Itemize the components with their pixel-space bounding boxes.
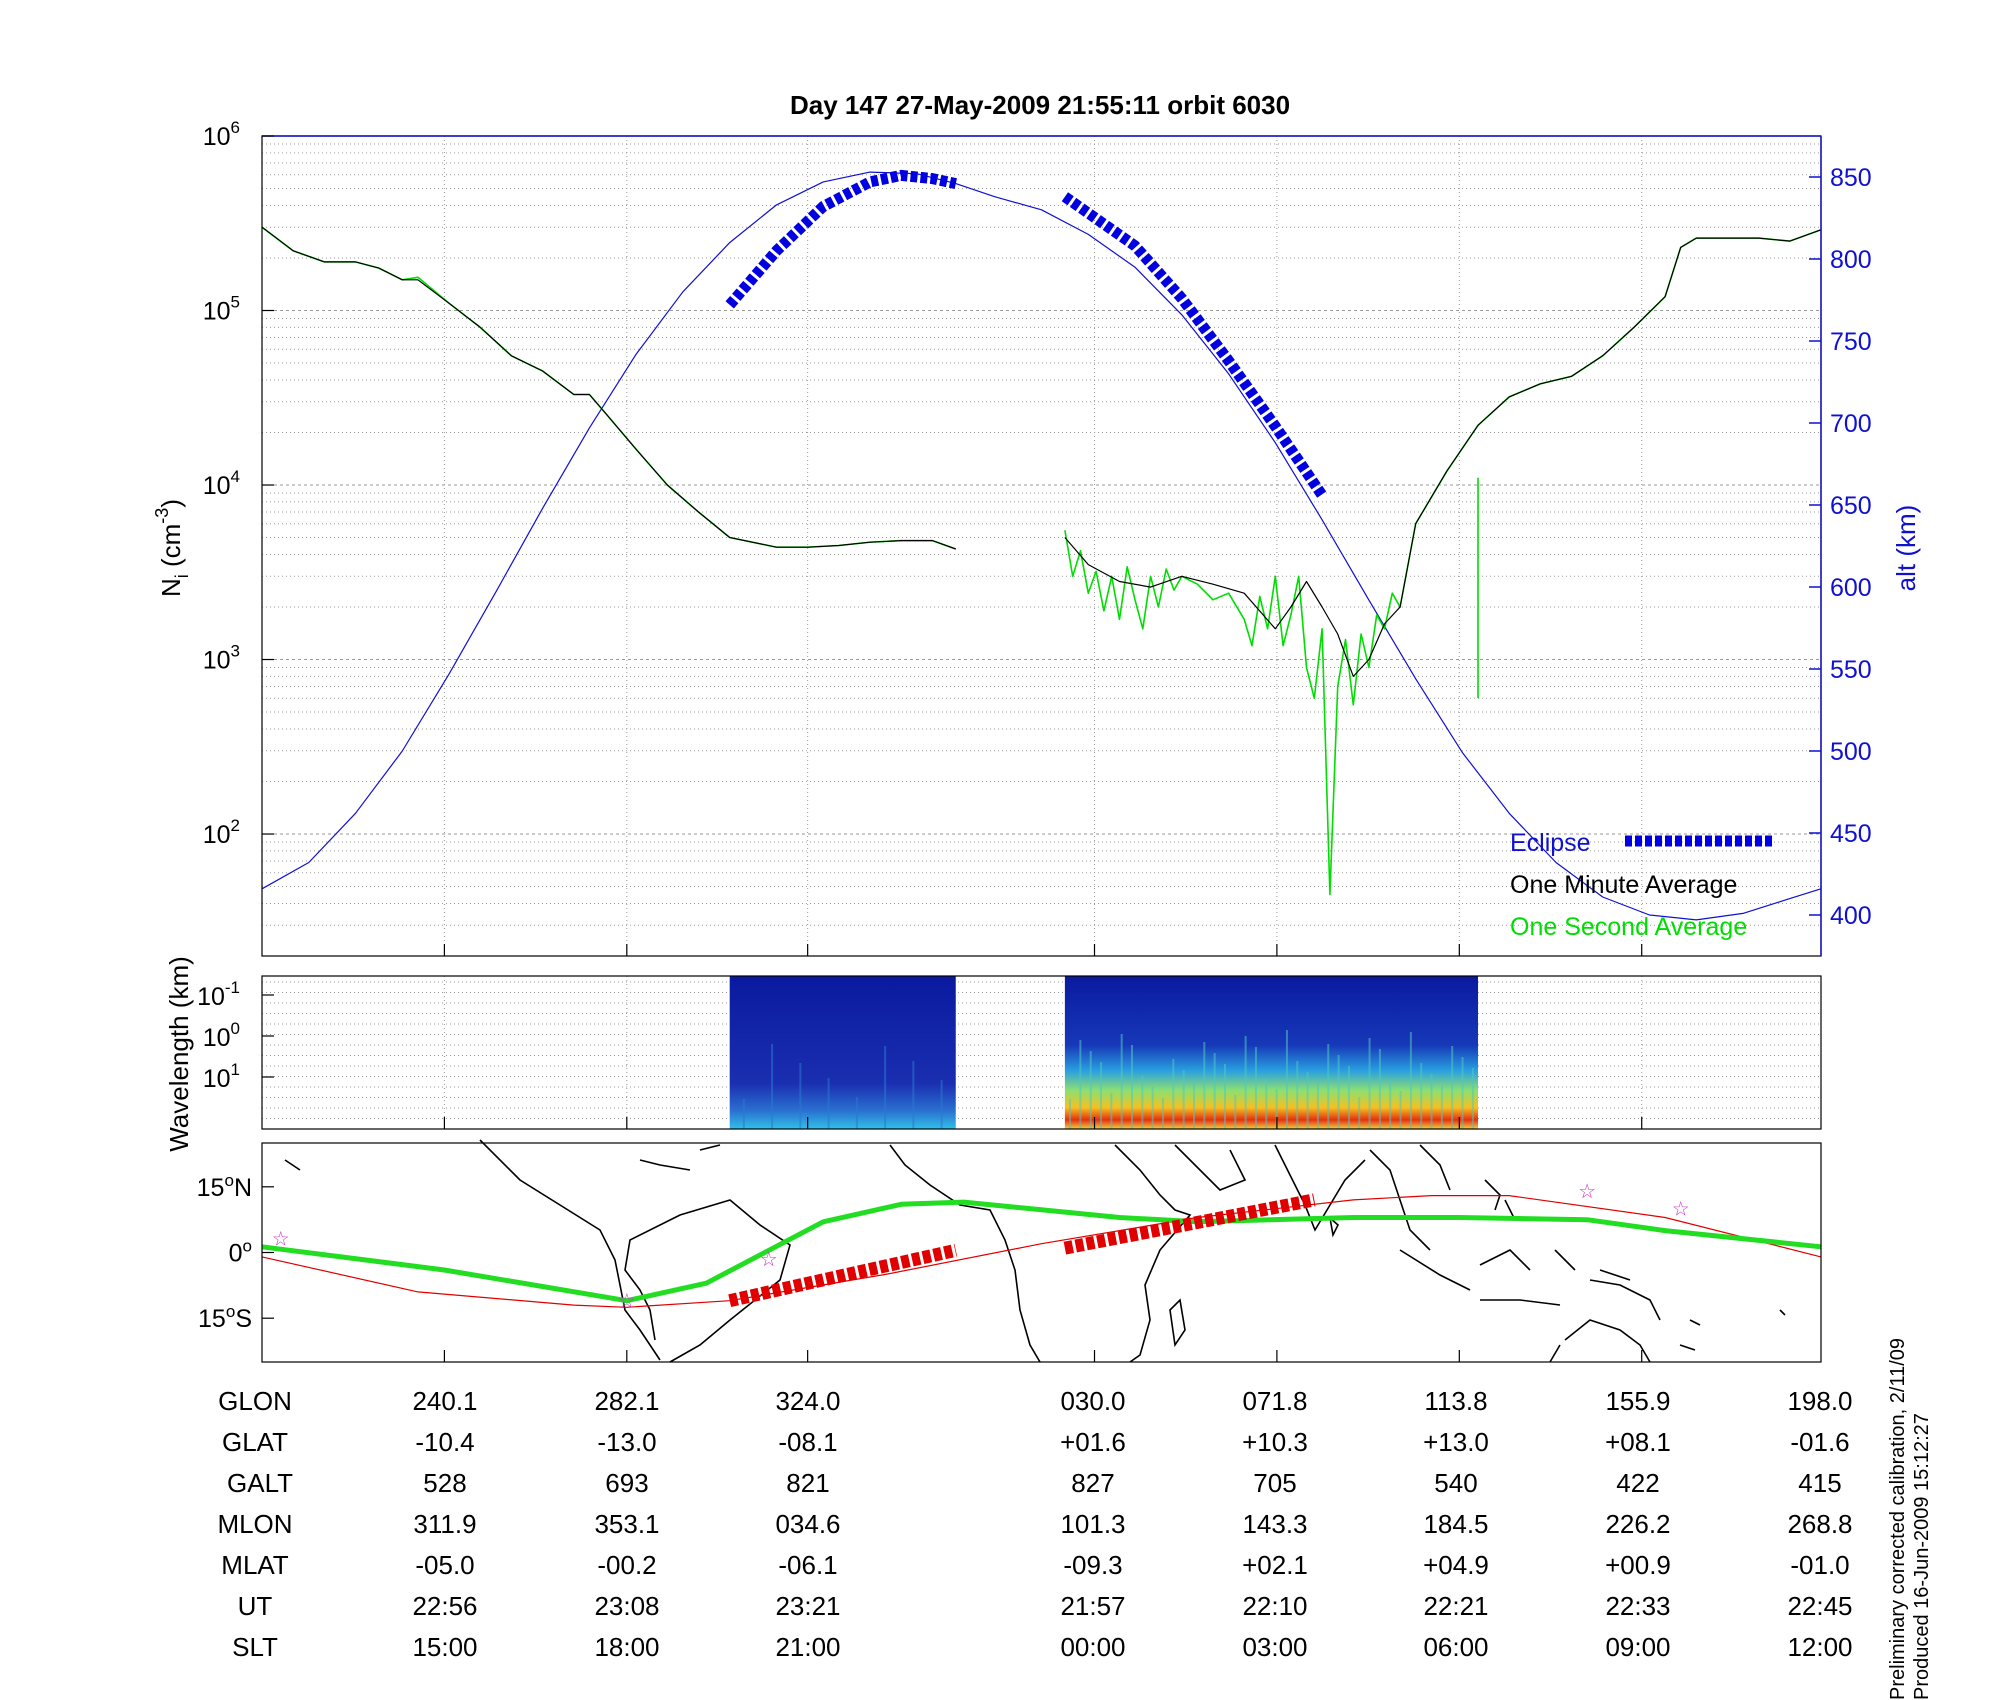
coast-indonesia [1399,1249,1631,1306]
spectrogram-tick-label: 100 [203,1019,240,1052]
coast-south-america [624,1199,791,1363]
coast-srilanka [1328,1215,1339,1238]
star-marker-icon: ☆ [1578,1181,1596,1203]
star-marker-icon: ☆ [1672,1199,1690,1221]
density-series-layer [261,169,1822,921]
coast-arabia [1174,1144,1247,1191]
right-tick-label: 400 [1830,902,1872,930]
left-axis-ticks: 102 103 104 105 106 [203,118,274,849]
coast-americas [284,1139,661,1361]
x-axis-ticks [443,944,1643,1362]
map-tick-label: 15oS [198,1302,252,1333]
spectrogram-block [1064,976,1479,1129]
series-eclipse [1061,192,1327,499]
map-tracks: ☆ ☆ ☆ ☆ ☆ [261,1181,1822,1313]
spectrogram-blocks [729,976,1479,1129]
legend-label-one-second: One Second Average [1510,913,1747,941]
map-ground-line [261,1199,1822,1304]
coast-australia [1549,1319,1651,1363]
coast-pacific-isles [1679,1309,1786,1351]
coast-africa-east [1114,1144,1192,1363]
spectrogram-tick-label: 10-1 [197,978,240,1011]
legend: Eclipse One Minute Average One Second Av… [1510,829,1775,941]
spectrogram-axes-box [261,975,1822,1130]
coast-se-asia [1369,1144,1451,1251]
coast-caribbean [639,1144,721,1171]
coast-africa-west [889,1144,1041,1363]
map-axes-box [261,1142,1822,1363]
left-tick-label: 106 [203,118,240,151]
spectrogram-axis-label: Wavelength (km) [164,956,194,1152]
right-tick-label: 600 [1830,574,1872,602]
star-marker-icon: ☆ [618,1291,636,1313]
map-y-ticks: 15oN 0o 15oS [197,1171,274,1333]
map-eclipse-track [1063,1193,1316,1255]
right-tick-label: 700 [1830,410,1872,438]
spectrogram-grid [262,976,1821,1129]
series-one-minute-average [261,226,957,550]
coast-philippines [1484,1179,1516,1221]
left-tick-label: 105 [203,293,240,326]
coast-madagascar [1169,1298,1186,1348]
left-tick-label: 104 [203,467,240,500]
coast-new-guinea [1589,1279,1661,1321]
right-tick-label: 850 [1830,164,1872,192]
series-one-minute-average [1064,229,1822,678]
right-tick-label: 750 [1830,328,1872,356]
spectrogram-panel: 10-1 100 101 Wavelength (km) [164,956,1822,1152]
right-axis-label: alt (km) [1891,505,1921,592]
map-eclipse-track [728,1243,958,1308]
density-panel: 102 103 104 105 106 400 450 500 550 600 650 700 750… [152,118,1921,957]
footnote-line-1: Preliminary corrected calibration, 2/11/… [1887,1337,1909,1700]
calibration-footnote: Preliminary corrected calibration, 2/11/… [1886,1338,1934,1700]
spectrogram-tick-label: 101 [203,1060,240,1093]
chart-title: Day 147 27-May-2009 21:55:11 orbit 6030 [790,90,1290,120]
footnote-line-2: Produced 16-Jun-2009 15:12:27 [1911,1413,1933,1700]
legend-label-one-minute: One Minute Average [1510,871,1737,899]
right-tick-label: 500 [1830,738,1872,766]
series-alt [261,171,1822,921]
map-coastlines [284,1139,1786,1363]
star-marker-icon: ☆ [760,1249,778,1271]
right-tick-label: 550 [1830,656,1872,684]
right-tick-label: 800 [1830,246,1872,274]
series-eclipse [725,169,957,309]
coast-india [1274,1144,1366,1232]
map-panel: ☆ ☆ ☆ ☆ ☆ 15oN 0o 15oS [197,1139,1822,1363]
left-tick-label: 102 [203,816,240,849]
right-axis-ticks: 400 450 500 550 600 650 700 750 800 850 [1809,164,1872,930]
left-tick-label: 103 [203,642,240,675]
left-axis-label: Ni (cm-3) [152,499,192,597]
spectrogram-block [729,976,956,1129]
right-tick-label: 650 [1830,492,1872,520]
legend-label-eclipse: Eclipse [1510,829,1591,857]
spectrogram-y-ticks: 10-1 100 101 [197,978,274,1093]
right-tick-label: 450 [1830,820,1872,848]
series-one-second-average [1064,523,1417,896]
map-tick-label: 0o [229,1237,252,1268]
map-orbit-track [261,1194,1822,1308]
star-marker-icon: ☆ [272,1228,290,1250]
map-tick-label: 15oN [197,1171,252,1202]
